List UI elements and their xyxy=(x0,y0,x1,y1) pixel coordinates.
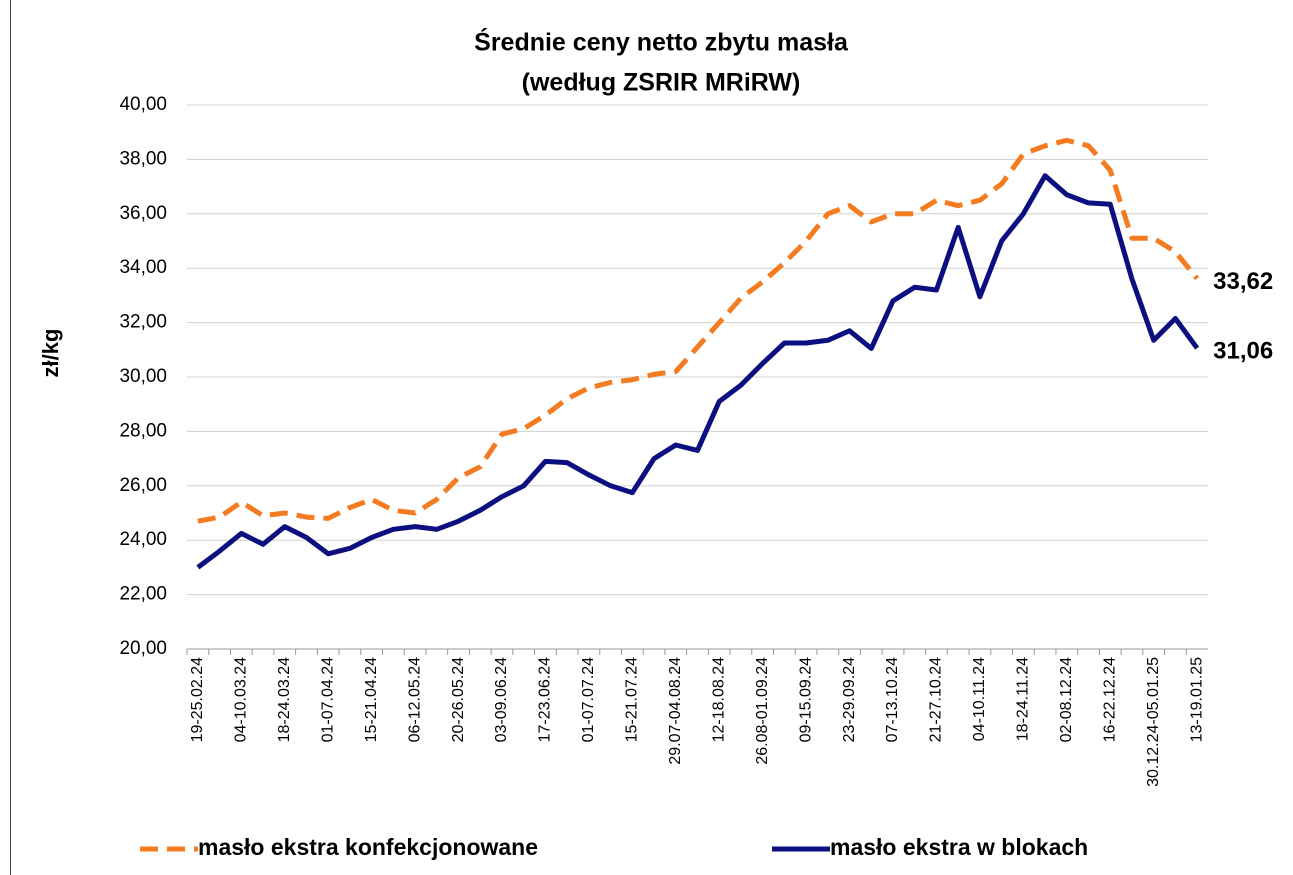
x-tick-label: 23-29.09.24 xyxy=(841,657,858,743)
x-tick-label: 20-26.05.24 xyxy=(450,657,467,743)
x-tick-label: 06-12.05.24 xyxy=(406,657,423,743)
x-tick-label: 01-07.04.24 xyxy=(319,657,336,743)
y-tick-label: 22,00 xyxy=(119,584,167,605)
x-tick-label: 15-21.07.24 xyxy=(624,657,641,743)
y-tick-label: 38,00 xyxy=(119,148,167,169)
x-tick-label: 16-22.12.24 xyxy=(1101,657,1118,743)
y-tick-label: 24,00 xyxy=(119,529,167,550)
data-label: 31,06 xyxy=(1213,338,1273,365)
y-tick-label: 28,00 xyxy=(119,420,167,441)
y-tick-label: 36,00 xyxy=(119,203,167,224)
series-line xyxy=(197,137,1200,524)
y-tick-label: 40,00 xyxy=(119,94,167,115)
legend-label: masło ekstra konfekcjonowane xyxy=(198,834,538,860)
x-tick-label: 30.12.24-05.01.25 xyxy=(1145,657,1162,787)
x-tick-label: 04-10.11.24 xyxy=(971,657,988,741)
y-tick-label: 34,00 xyxy=(119,257,167,278)
x-tick-label: 03-09.06.24 xyxy=(493,657,510,743)
x-tick-label: 09-15.09.24 xyxy=(797,657,814,743)
x-tick-label: 19-25.02.24 xyxy=(189,657,206,743)
chart-frame xyxy=(10,0,1293,875)
y-tick-label: 20,00 xyxy=(119,638,167,659)
legend-label: masło ekstra w blokach xyxy=(830,834,1088,860)
x-tick-label: 15-21.04.24 xyxy=(363,657,380,743)
x-tick-label: 01-07.07.24 xyxy=(580,657,597,743)
x-tick-label: 26.08-01.09.24 xyxy=(754,657,771,765)
series-line xyxy=(196,173,1200,570)
y-tick-label: 32,00 xyxy=(119,312,167,333)
x-tick-label: 18-24.11.24 xyxy=(1015,657,1032,741)
y-tick-label: 30,00 xyxy=(119,366,167,387)
x-tick-label: 17-23.06.24 xyxy=(537,657,554,743)
data-label: 33,62 xyxy=(1213,268,1273,295)
x-tick-label: 04-10.03.24 xyxy=(233,657,250,743)
y-tick-label: 26,00 xyxy=(119,475,167,496)
x-tick-label: 02-08.12.24 xyxy=(1058,657,1075,743)
x-tick-label: 07-13.10.24 xyxy=(884,657,901,743)
x-tick-label: 12-18.08.24 xyxy=(710,657,727,743)
x-tick-label: 18-24.03.24 xyxy=(276,657,293,743)
chart-subtitle: (według ZSRIR MRiRW) xyxy=(522,69,801,97)
x-tick-label: 21-27.10.24 xyxy=(928,657,945,743)
chart-title: Średnie ceny netto zbytu masła xyxy=(474,27,849,57)
x-tick-label: 13-19.01.25 xyxy=(1188,657,1205,743)
x-tick-label: 29.07-04.08.24 xyxy=(667,657,684,765)
y-axis-label: zł/kg xyxy=(38,329,63,378)
